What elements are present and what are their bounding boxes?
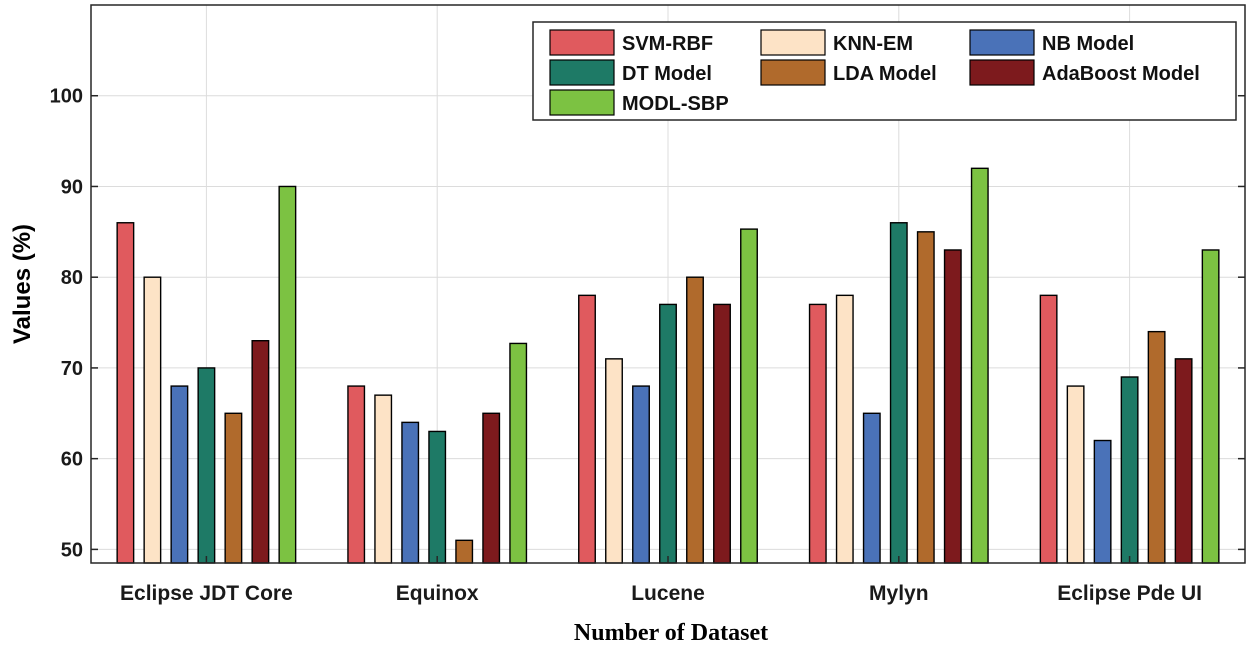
bar <box>916 231 935 564</box>
bar <box>943 249 962 564</box>
bar <box>197 367 216 564</box>
legend-label: AdaBoost Model <box>1042 63 1200 85</box>
y-tick-label: 60 <box>61 449 83 471</box>
bar <box>170 385 189 564</box>
legend-label: MODL-SBP <box>622 93 729 115</box>
legend-label: LDA Model <box>833 63 937 85</box>
y-tick-label: 70 <box>61 358 83 380</box>
y-tick-labels: 50 60 70 80 90 100 <box>50 86 1245 561</box>
x-axis-label: Number of Dataset <box>574 620 768 645</box>
bar <box>428 430 447 564</box>
legend-item: SVM-RBF <box>549 29 713 56</box>
bar <box>605 358 623 564</box>
bar <box>808 303 827 564</box>
legend-swatch <box>969 29 1035 56</box>
legend-swatch <box>549 59 615 86</box>
bar <box>835 294 854 564</box>
legend-swatch <box>549 29 615 56</box>
bar <box>401 421 420 564</box>
bar <box>1093 439 1112 564</box>
legend-swatch <box>549 89 615 116</box>
legend-swatch <box>760 59 826 86</box>
legend-label: SVM-RBF <box>622 33 713 55</box>
bar <box>374 394 393 564</box>
bar <box>509 342 528 564</box>
legend-item: LDA Model <box>760 59 937 86</box>
bar <box>862 412 881 564</box>
legend-item: NB Model <box>969 29 1134 56</box>
bar <box>482 412 501 564</box>
bar <box>1174 358 1193 564</box>
legend-item: DT Model <box>549 59 712 86</box>
bar <box>889 222 908 564</box>
bar <box>1066 385 1085 564</box>
bar <box>1201 249 1220 564</box>
x-category-label: Eclipse JDT Core <box>120 582 293 605</box>
bar <box>740 228 758 564</box>
legend-item: MODL-SBP <box>549 89 729 116</box>
legend-label: DT Model <box>622 63 712 85</box>
bar <box>578 294 596 564</box>
y-tick-label: 90 <box>61 176 83 198</box>
bar <box>278 185 297 564</box>
bar <box>659 303 677 564</box>
bar <box>713 303 731 564</box>
y-tick-label: 100 <box>50 86 83 108</box>
legend-swatch <box>969 59 1035 86</box>
legend-item: KNN-EM <box>760 29 913 56</box>
bar <box>455 539 474 564</box>
bar <box>224 412 243 564</box>
bar <box>1039 294 1058 564</box>
bar <box>251 340 270 564</box>
y-tick-label: 50 <box>61 539 83 561</box>
y-axis-label: Values (%) <box>9 224 36 344</box>
x-category-label: Lucene <box>631 582 705 605</box>
legend-box <box>532 21 1237 121</box>
legend-item: AdaBoost Model <box>969 59 1200 86</box>
legend-label: NB Model <box>1042 33 1134 55</box>
bar <box>970 167 989 564</box>
bar <box>632 385 650 564</box>
y-tick-label: 80 <box>61 267 83 289</box>
bar <box>347 385 366 564</box>
bar <box>143 276 162 564</box>
legend-label: KNN-EM <box>833 33 913 55</box>
x-category-labels: Eclipse JDT Core Equinox Lucene Mylyn Eclips… <box>120 556 1202 605</box>
x-category-label: Mylyn <box>869 582 929 605</box>
bar <box>116 222 135 564</box>
bar <box>1147 330 1166 564</box>
legend-swatch <box>760 29 826 56</box>
bar <box>1120 376 1139 564</box>
x-category-label: Eclipse Pde UI <box>1057 582 1202 605</box>
bar <box>686 276 704 564</box>
legend: SVM-RBF KNN-EM NB Model DT Model LDA Model Ad… <box>532 21 1237 121</box>
x-category-label: Equinox <box>396 582 479 605</box>
